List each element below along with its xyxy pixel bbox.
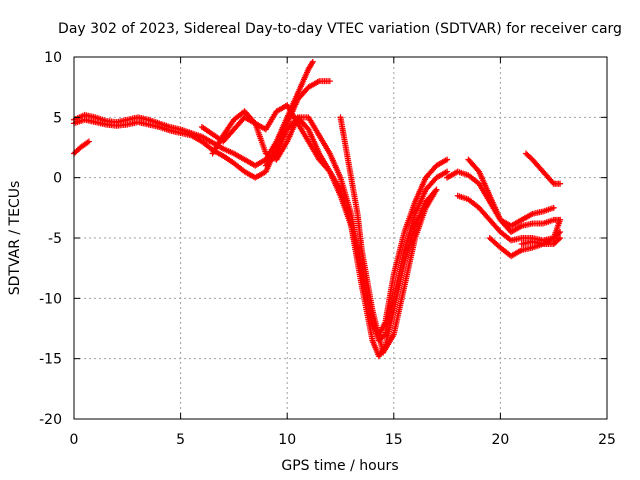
data-point (557, 216, 564, 223)
series-track-6 (262, 114, 440, 360)
x-tick-label-3: 15 (385, 432, 403, 448)
data-point (85, 138, 92, 145)
series-track-11 (486, 235, 564, 260)
data-point (304, 125, 311, 132)
x-tick-label-0: 0 (70, 432, 79, 448)
chart-title: Day 302 of 2023, Sidereal Day-to-day VTE… (58, 21, 622, 37)
y-tick-label-3: -5 (48, 231, 62, 247)
y-tick-label-6: -20 (39, 412, 62, 428)
data-point (549, 179, 556, 186)
data-point (550, 204, 557, 211)
data-point (272, 151, 279, 158)
y-tick-label-2: 0 (53, 171, 62, 187)
series-track-13 (518, 216, 564, 248)
series-track-7 (337, 114, 440, 356)
data-point (433, 186, 440, 193)
x-axis-label: GPS time / hours (281, 458, 398, 474)
data-point (557, 235, 564, 241)
series-track-2 (71, 78, 333, 181)
data-point (309, 58, 316, 65)
x-tick-label-1: 5 (176, 432, 185, 448)
data-point (444, 156, 451, 163)
data-point (251, 119, 258, 126)
x-tick-label-5: 25 (598, 432, 616, 448)
series-track-9 (465, 156, 564, 235)
data-point (326, 78, 333, 85)
series-track-3 (71, 138, 92, 157)
y-axis-label: SDTVAR / TECUs (7, 181, 23, 296)
data-layer (71, 58, 564, 360)
data-point (474, 167, 481, 174)
y-tick-label-1: 5 (53, 110, 62, 126)
series-track-12 (522, 150, 564, 187)
x-tick-label-4: 20 (491, 432, 509, 448)
data-point (555, 236, 562, 243)
ticks: 0 5 10 15 20 25 10 5 0 -5 -10 -15 -20 (39, 50, 616, 448)
y-tick-label-4: -10 (39, 291, 62, 307)
data-point (444, 168, 451, 175)
y-tick-label-5: -15 (39, 352, 62, 368)
data-point (557, 180, 564, 187)
y-tick-label-0: 10 (44, 50, 62, 66)
x-tick-label-2: 10 (278, 432, 296, 448)
